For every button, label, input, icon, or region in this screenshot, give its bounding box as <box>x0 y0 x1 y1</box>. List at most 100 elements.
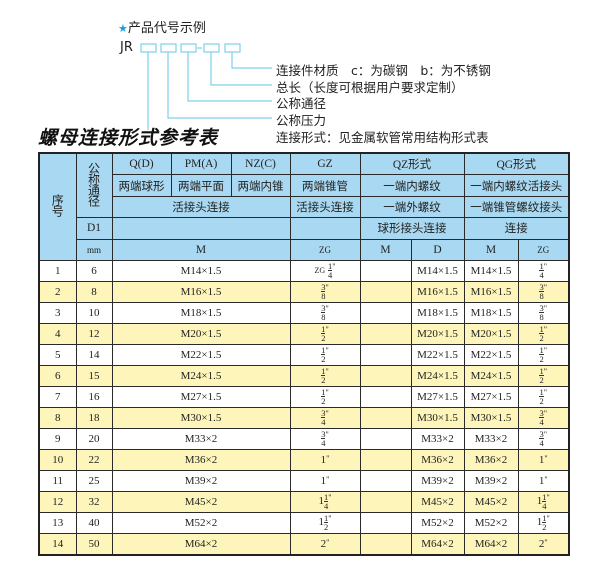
cell-qz-m <box>359 427 412 450</box>
cell-qz-d: M36×2 <box>410 448 465 471</box>
cell-qg-m: M27×1.5 <box>463 385 519 408</box>
cell-qz-m <box>359 280 412 303</box>
cell-qg-m: M39×2 <box>463 469 519 492</box>
header-qz: QZ形式 <box>359 152 465 176</box>
header-qg4: 连接 <box>463 217 570 240</box>
cell-dn: 40 <box>75 511 113 534</box>
table-row: 14 50 M64×2 2" M64×2 M64×2 2" <box>38 532 570 556</box>
cell-qz-d: M64×2 <box>410 532 465 556</box>
header-qg2: 一端内螺纹活接头 <box>463 174 570 197</box>
cell-qg-zg: 1" <box>517 448 570 471</box>
cell-zg: 1 2 " <box>289 385 361 408</box>
cell-qz-m <box>359 469 412 492</box>
cell-zg: 1 1 4 " <box>289 490 361 513</box>
cell-m: M39×2 <box>111 469 291 492</box>
label-diameter: 公称通径 <box>276 96 327 111</box>
cell-qg-m: M36×2 <box>463 448 519 471</box>
table-row: 12 32 M45×2 1 1 4 " M45×2 M45×2 1 1 4 " <box>38 490 570 513</box>
cell-m: M30×1.5 <box>111 406 291 429</box>
cell-zg: 1" <box>289 448 361 471</box>
table-row: 4 12 M20×1.5 1 2 " M20×1.5 M20×1.5 1 2 " <box>38 322 570 345</box>
cell-dn: 50 <box>75 532 113 556</box>
table-row: 10 22 M36×2 1" M36×2 M36×2 1" <box>38 448 570 471</box>
cell-qg-zg: 1 2 " <box>517 343 570 366</box>
cell-dn: 20 <box>75 427 113 450</box>
cell-qz-d: M18×1.5 <box>410 301 465 324</box>
table-row: 11 25 M39×2 1" M39×2 M39×2 1" <box>38 469 570 492</box>
cell-m: M64×2 <box>111 532 291 556</box>
header-gz3: 活接头连接 <box>289 195 361 219</box>
cell-no: 4 <box>38 322 77 345</box>
cell-qz-d: M39×2 <box>410 469 465 492</box>
cell-zg: 1 2 " <box>289 343 361 366</box>
header-dn: 公称通径 <box>75 152 113 219</box>
cell-zg: 3 4 " <box>289 427 361 450</box>
code-box-2 <box>160 43 177 53</box>
cell-dn: 16 <box>75 385 113 408</box>
cell-qg-m: M16×1.5 <box>463 280 519 303</box>
cell-qz-m <box>359 364 412 387</box>
cell-qg-zg: 1 2 " <box>517 322 570 345</box>
cell-qz-d: M52×2 <box>410 511 465 534</box>
header-qg-zg: ZG <box>517 238 570 261</box>
cell-m: M33×2 <box>111 427 291 450</box>
cell-dn: 22 <box>75 448 113 471</box>
code-diagram-lines <box>140 43 272 130</box>
cell-no: 1 <box>38 259 77 282</box>
cell-m: M27×1.5 <box>111 385 291 408</box>
cell-qz-d: M22×1.5 <box>410 343 465 366</box>
code-box-4 <box>203 43 220 53</box>
cell-qg-zg: 3 8 " <box>517 301 570 324</box>
cell-no: 5 <box>38 343 77 366</box>
cell-zg: 2" <box>289 532 361 556</box>
header-qz4: 球形接头连接 <box>359 217 465 240</box>
header-huo: 活接头连接 <box>111 195 291 219</box>
cell-m: M24×1.5 <box>111 364 291 387</box>
header-empty-2 <box>289 217 361 240</box>
header-qz-m: M <box>359 238 412 261</box>
code-box-1 <box>140 43 157 53</box>
cell-dn: 32 <box>75 490 113 513</box>
cell-qz-m <box>359 490 412 513</box>
cell-qz-d: M20×1.5 <box>410 322 465 345</box>
cell-dn: 18 <box>75 406 113 429</box>
cell-qg-m: M14×1.5 <box>463 259 519 282</box>
cell-no: 7 <box>38 385 77 408</box>
code-box-3 <box>180 43 197 53</box>
cell-qg-m: M22×1.5 <box>463 343 519 366</box>
cell-dn: 15 <box>75 364 113 387</box>
cell-m: M22×1.5 <box>111 343 291 366</box>
cell-m: M20×1.5 <box>111 322 291 345</box>
cell-dn: 25 <box>75 469 113 492</box>
cell-qz-d: M16×1.5 <box>410 280 465 303</box>
cell-qg-zg: 3 4 " <box>517 427 570 450</box>
cell-qz-m <box>359 343 412 366</box>
cell-m: M16×1.5 <box>111 280 291 303</box>
cell-m: M52×2 <box>111 511 291 534</box>
cell-qg-m: M52×2 <box>463 511 519 534</box>
cell-qg-zg: 2" <box>517 532 570 556</box>
cell-no: 3 <box>38 301 77 324</box>
cell-qg-m: M33×2 <box>463 427 519 450</box>
cell-dn: 6 <box>75 259 113 282</box>
label-length: 总长（长度可根据用户要求定制） <box>276 80 464 95</box>
cell-qz-d: M45×2 <box>410 490 465 513</box>
header-qz2: 一端内螺纹 <box>359 174 465 197</box>
header-qg-m: M <box>463 238 519 261</box>
table-title: 螺母连接形式参考表 <box>38 127 219 149</box>
cell-qz-d: M14×1.5 <box>410 259 465 282</box>
table-row: 1 6 M14×1.5 ZG 1 4 " M14×1.5 M14×1.5 1 4 " <box>38 259 570 282</box>
header-qd2: 两端球形 <box>111 174 172 197</box>
cell-zg: 3 4 " <box>289 406 361 429</box>
